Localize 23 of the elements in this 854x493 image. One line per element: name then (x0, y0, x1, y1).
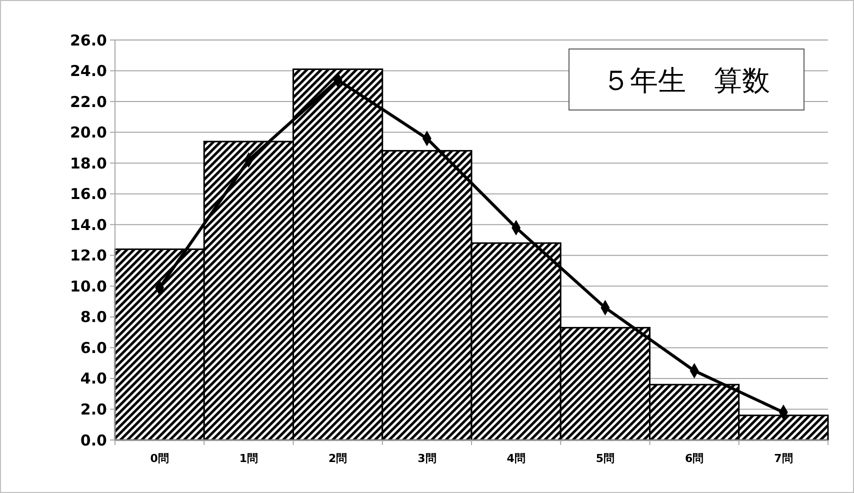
x-tick-label: 5問 (596, 452, 615, 465)
y-tick-label: 26.0 (70, 31, 107, 50)
x-tick-label: 4問 (506, 452, 526, 465)
y-tick-label: 22.0 (70, 92, 107, 111)
y-tick-label: 6.0 (80, 338, 107, 357)
y-tick-label: 20.0 (70, 124, 107, 142)
y-tick-label: 16.0 (70, 185, 107, 204)
x-tick-label: 7問 (774, 452, 793, 465)
y-tick-label: 14.0 (70, 216, 107, 234)
y-tick-label: 18.0 (70, 154, 107, 172)
y-tick-label: 2.0 (80, 400, 107, 418)
y-tick-label: 24.0 (70, 62, 107, 80)
y-tick-label: 4.0 (80, 370, 107, 388)
y-tick-label: 12.0 (70, 246, 107, 265)
x-tick-label: 6問 (684, 452, 704, 465)
x-tick-label: 2問 (328, 452, 348, 465)
y-tick-label: 10.0 (70, 277, 107, 296)
text: ５年生 算数 (602, 64, 770, 97)
y-tick-label: 0.0 (80, 431, 107, 450)
x-tick-label: 3問 (418, 452, 436, 465)
x-tick-label: 0問 (150, 452, 169, 465)
x-tick-label: 1問 (239, 452, 258, 465)
y-tick-label: 8.0 (80, 308, 107, 326)
